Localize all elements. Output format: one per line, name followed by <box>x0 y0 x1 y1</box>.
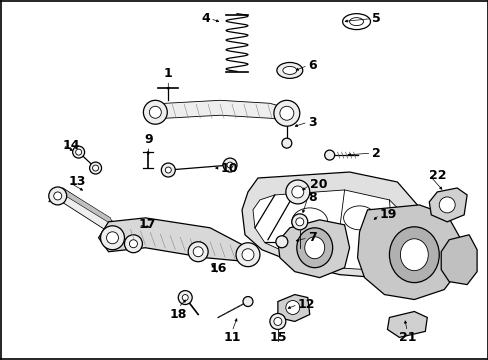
Ellipse shape <box>295 218 303 226</box>
Ellipse shape <box>49 187 66 205</box>
Ellipse shape <box>296 228 332 268</box>
Text: 11: 11 <box>223 332 240 345</box>
Polygon shape <box>99 218 247 262</box>
Text: 9: 9 <box>144 133 152 146</box>
Ellipse shape <box>76 149 81 155</box>
Text: 14: 14 <box>62 139 80 152</box>
Ellipse shape <box>273 100 299 126</box>
Polygon shape <box>440 235 476 285</box>
Text: 2: 2 <box>371 147 380 159</box>
Ellipse shape <box>285 301 299 315</box>
Ellipse shape <box>282 107 292 117</box>
Ellipse shape <box>243 297 252 306</box>
Ellipse shape <box>377 220 401 240</box>
Text: 17: 17 <box>138 218 156 231</box>
Ellipse shape <box>165 167 171 173</box>
Ellipse shape <box>101 226 124 250</box>
Ellipse shape <box>223 158 237 172</box>
Ellipse shape <box>242 249 253 261</box>
Ellipse shape <box>54 192 61 200</box>
Text: 6: 6 <box>307 59 316 72</box>
Text: 7: 7 <box>307 231 316 244</box>
Polygon shape <box>277 294 309 321</box>
Text: 13: 13 <box>68 175 86 189</box>
Ellipse shape <box>349 18 363 26</box>
Polygon shape <box>428 188 466 222</box>
Text: 15: 15 <box>268 332 286 345</box>
Ellipse shape <box>343 206 375 230</box>
Text: 18: 18 <box>169 307 186 320</box>
Ellipse shape <box>143 100 167 124</box>
Text: 3: 3 <box>307 116 316 129</box>
Ellipse shape <box>89 162 102 174</box>
Ellipse shape <box>182 294 188 301</box>
Ellipse shape <box>226 162 233 168</box>
Ellipse shape <box>193 247 203 257</box>
Polygon shape <box>49 188 138 248</box>
Ellipse shape <box>275 236 287 248</box>
Ellipse shape <box>324 150 334 160</box>
Ellipse shape <box>291 208 327 236</box>
Ellipse shape <box>342 14 370 30</box>
Text: 8: 8 <box>307 192 316 204</box>
Text: 21: 21 <box>398 332 415 345</box>
Ellipse shape <box>273 318 281 325</box>
Ellipse shape <box>188 242 208 262</box>
Ellipse shape <box>269 314 285 329</box>
Text: 1: 1 <box>163 67 172 80</box>
Ellipse shape <box>92 165 99 171</box>
Text: 22: 22 <box>428 168 446 181</box>
Polygon shape <box>62 188 112 225</box>
Ellipse shape <box>291 214 307 230</box>
Ellipse shape <box>124 235 142 253</box>
Ellipse shape <box>281 138 291 148</box>
Polygon shape <box>386 311 427 337</box>
Ellipse shape <box>400 239 427 271</box>
Ellipse shape <box>236 243 260 267</box>
Ellipse shape <box>276 62 302 78</box>
Text: 4: 4 <box>201 12 210 25</box>
Ellipse shape <box>149 106 161 118</box>
Text: 5: 5 <box>371 12 380 25</box>
Ellipse shape <box>129 240 137 248</box>
Ellipse shape <box>178 291 192 305</box>
Ellipse shape <box>388 227 438 283</box>
Ellipse shape <box>279 106 293 120</box>
Ellipse shape <box>285 180 309 204</box>
Ellipse shape <box>291 186 303 198</box>
Text: 10: 10 <box>220 162 237 175</box>
Polygon shape <box>242 172 419 278</box>
Polygon shape <box>148 100 294 120</box>
Ellipse shape <box>438 197 454 213</box>
Text: 16: 16 <box>209 262 226 275</box>
Text: 20: 20 <box>309 179 326 192</box>
Polygon shape <box>277 220 349 278</box>
Ellipse shape <box>277 102 297 122</box>
Text: 12: 12 <box>297 298 315 311</box>
Ellipse shape <box>161 163 175 177</box>
Ellipse shape <box>73 146 84 158</box>
Polygon shape <box>357 205 460 300</box>
Polygon shape <box>252 190 408 270</box>
Ellipse shape <box>282 67 296 75</box>
Text: 19: 19 <box>379 208 396 221</box>
Ellipse shape <box>106 232 118 244</box>
Ellipse shape <box>304 237 324 259</box>
